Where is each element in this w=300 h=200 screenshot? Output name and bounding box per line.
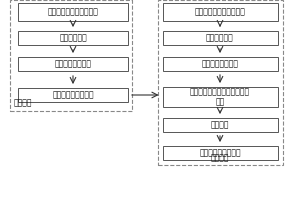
- FancyBboxPatch shape: [163, 31, 278, 45]
- Text: 轮廓检测: 轮廓检测: [211, 120, 229, 130]
- Text: 在线检测: 在线检测: [211, 153, 229, 162]
- Text: 使用离线训练的模型进行图像
检测: 使用离线训练的模型进行图像 检测: [190, 87, 250, 107]
- FancyBboxPatch shape: [18, 31, 128, 45]
- FancyBboxPatch shape: [163, 146, 278, 160]
- Text: 采集高度图像和彩色图像: 采集高度图像和彩色图像: [195, 7, 245, 17]
- Text: 图像复杂背景消除: 图像复杂背景消除: [55, 60, 92, 68]
- FancyBboxPatch shape: [18, 57, 128, 71]
- FancyBboxPatch shape: [163, 3, 278, 21]
- Text: 离线训练: 离线训练: [14, 98, 32, 107]
- FancyBboxPatch shape: [163, 57, 278, 71]
- Text: 采集高度图像和彩色图像: 采集高度图像和彩色图像: [48, 7, 98, 17]
- Text: 图像数据合并: 图像数据合并: [206, 33, 234, 43]
- FancyBboxPatch shape: [163, 87, 278, 107]
- FancyBboxPatch shape: [18, 88, 128, 102]
- FancyBboxPatch shape: [18, 3, 128, 21]
- FancyBboxPatch shape: [163, 118, 278, 132]
- Text: 训练全卷积神经网络: 训练全卷积神经网络: [52, 90, 94, 99]
- Text: 图像数据合并: 图像数据合并: [59, 33, 87, 43]
- Text: 计算抓取姿态及位置: 计算抓取姿态及位置: [199, 148, 241, 158]
- Text: 图像复杂背景消除: 图像复杂背景消除: [202, 60, 239, 68]
